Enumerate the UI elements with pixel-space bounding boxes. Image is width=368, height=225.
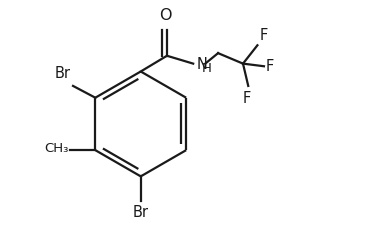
Text: O: O — [159, 8, 172, 23]
Text: Br: Br — [55, 66, 71, 81]
Text: F: F — [266, 59, 274, 74]
Text: F: F — [259, 28, 268, 43]
Text: CH₃: CH₃ — [45, 142, 69, 155]
Text: H: H — [202, 62, 212, 75]
Text: Br: Br — [133, 205, 149, 220]
Text: F: F — [243, 91, 251, 106]
Text: N: N — [196, 57, 207, 72]
